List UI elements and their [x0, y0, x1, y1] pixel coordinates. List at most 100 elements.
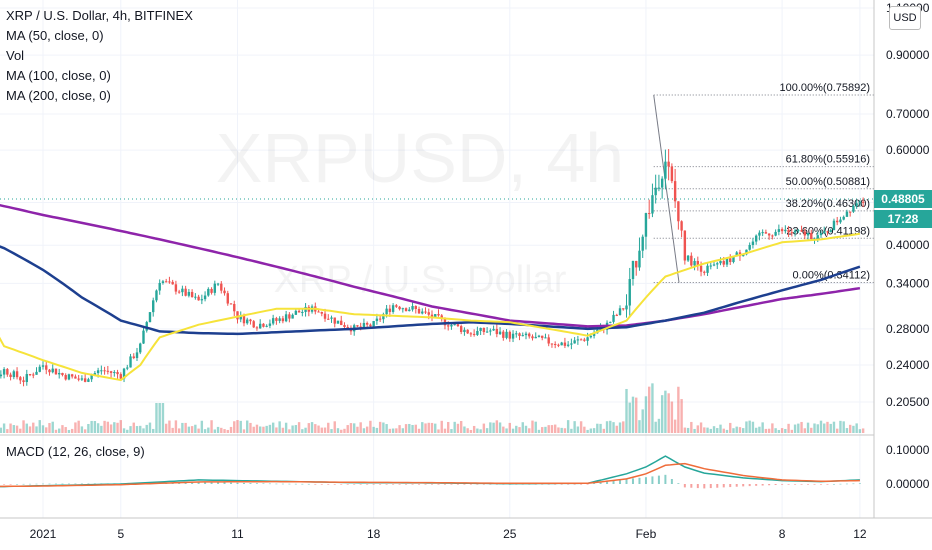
macd-legend[interactable]: MACD (12, 26, close, 9) [6, 444, 145, 459]
volume-bar [375, 427, 379, 433]
volume-bar [395, 428, 398, 433]
volume-bar [32, 422, 35, 433]
volume-bar [365, 426, 369, 433]
macd-hist-bar [16, 484, 19, 485]
candle [777, 224, 781, 236]
candle [767, 233, 771, 240]
volume-bar [372, 426, 375, 433]
macd-hist-bar [431, 484, 433, 485]
candle [660, 176, 664, 199]
candle [541, 335, 544, 341]
volume-bar [116, 422, 119, 433]
macd-hist-bar [35, 483, 38, 485]
legend-ma50[interactable]: MA (50, close, 0) [6, 28, 104, 43]
candle [67, 373, 71, 381]
macd-hist-bar [606, 481, 609, 484]
macd-axis[interactable]: 0.10000 0.00000 [886, 443, 930, 491]
candle [398, 305, 401, 311]
volume-bar [463, 426, 466, 433]
candle [495, 324, 499, 338]
volume-bar [216, 426, 220, 433]
legend-ma200[interactable]: MA (200, close, 0) [6, 88, 111, 103]
macd-hist-bar [22, 483, 25, 485]
volume-bar [635, 397, 638, 433]
time-tick-label: 18 [367, 527, 381, 541]
candle [281, 315, 285, 324]
fib-level-label: 100.00%(0.75892) [779, 82, 870, 94]
volume-bar [210, 420, 213, 433]
volume-bar [557, 427, 560, 433]
candle [187, 288, 191, 298]
volume-bar [310, 422, 314, 433]
candle [664, 149, 667, 190]
fibonacci-retracement[interactable]: 100.00%(0.75892) 61.80%(0.55916) 50.00%(0.… [653, 82, 874, 284]
candle [521, 332, 524, 337]
volume-bar [184, 422, 187, 433]
volume-bar [378, 421, 382, 433]
candle [803, 228, 806, 240]
volume-bar [401, 428, 405, 433]
candle [404, 307, 408, 312]
macd-hist-bar [268, 483, 271, 485]
volume-bar [839, 420, 842, 433]
macd-hist-bar [664, 474, 667, 484]
candle [132, 353, 135, 360]
volume-bar [83, 429, 87, 433]
volume-bar [547, 425, 550, 433]
candle [229, 303, 233, 305]
candle [842, 215, 845, 221]
candle [693, 258, 696, 271]
volume-bar [664, 390, 667, 433]
macd-hist-bar [385, 484, 388, 485]
candle [268, 319, 272, 329]
volume-bar [673, 419, 677, 433]
candle [625, 294, 628, 318]
volume-bar [346, 425, 349, 433]
candle [161, 279, 165, 285]
volume-bar [599, 423, 602, 433]
volume-bar [819, 420, 823, 433]
volume-bar [304, 427, 307, 433]
candle [852, 204, 855, 213]
candle [70, 373, 74, 379]
macd-hist-bar [217, 482, 220, 484]
volume-bar [330, 429, 333, 433]
time-axis[interactable]: 2021 5 11 18 25 Feb 8 12 [30, 527, 867, 541]
volume-bar [271, 422, 275, 433]
currency-button[interactable]: USD [889, 6, 921, 30]
volume-bar [22, 420, 25, 433]
volume-bar [531, 420, 534, 433]
volume-bar [177, 428, 181, 433]
legend-ma100[interactable]: MA (100, close, 0) [6, 68, 111, 83]
candle [793, 228, 797, 237]
volume-bar [456, 423, 460, 433]
macd-hist-bar [80, 483, 83, 485]
macd-hist-bar [42, 483, 44, 485]
candle [330, 315, 333, 323]
candle [171, 279, 174, 285]
volume-bar [810, 427, 813, 433]
volume-bar [793, 424, 797, 433]
candle [210, 287, 213, 295]
macd-hist-bar [54, 483, 57, 485]
time-tick-label: Feb [636, 527, 657, 541]
macd-hist-bar [651, 476, 654, 484]
legend-title[interactable]: XRP / U.S. Dollar, 4h, BITFINEX [6, 8, 193, 23]
macd-hist-bar [781, 484, 784, 485]
macd-hist-bar [683, 484, 686, 488]
volume-bar [518, 427, 521, 433]
volume-bar [430, 422, 434, 433]
macd-hist-bar [294, 483, 297, 485]
legend-vol[interactable]: Vol [6, 48, 25, 63]
volume-bar [77, 420, 80, 433]
volume-bar [314, 424, 317, 433]
volume-bar [797, 423, 800, 433]
candle [284, 310, 288, 323]
volume-bar [317, 425, 320, 433]
volume-bars [0, 383, 865, 433]
macd-hist-bar [839, 483, 842, 485]
candle [177, 289, 181, 294]
volume-bar [625, 388, 628, 433]
volume-bar [638, 420, 641, 433]
